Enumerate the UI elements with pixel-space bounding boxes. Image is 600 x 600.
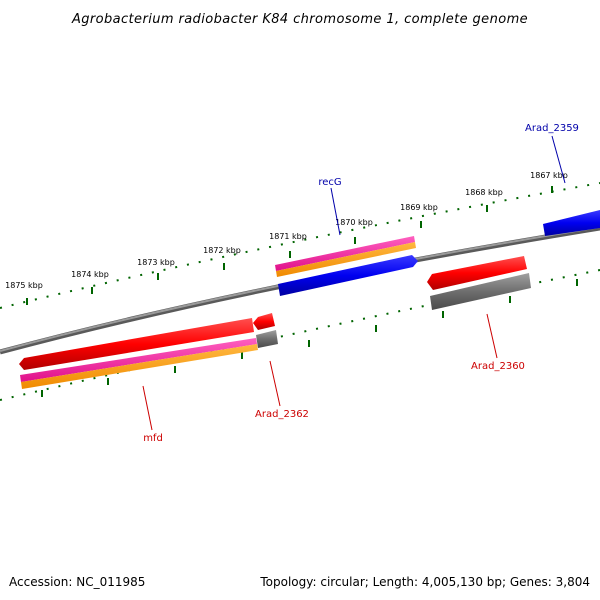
mfd-leader-line [142,385,153,431]
map-title: Agrobacterium radiobacter K84 chromosome… [71,12,528,27]
outer-scale: 1875 kbp 1874 kbp 1873 kbp 1872 kbp 1871… [0,171,600,309]
forward-features [275,210,600,296]
arad-2362-leader-line [269,360,281,407]
arad-2359-label[interactable]: Arad_2359 [525,123,579,134]
scale-label-1867: 1867 kbp [530,171,568,180]
backbone-highlight [0,226,600,352]
scale-label-1872: 1872 kbp [203,246,241,255]
recG-leader-line [330,187,341,236]
inner-scale-arc [0,269,600,401]
reverse-features [19,256,531,389]
arad-2360-cds-feature[interactable] [427,256,527,290]
inner-scale [0,269,600,401]
inner-major-ticks [41,279,578,397]
gene-labels: recG Arad_2359 Arad_2360 Arad_2362 mfd [142,123,579,444]
mfd-label[interactable]: mfd [143,433,163,444]
mfd-orange-feature[interactable] [21,344,258,389]
scale-label-1871: 1871 kbp [269,232,307,241]
scale-label-1873: 1873 kbp [137,258,175,267]
recG-gene-feature[interactable] [276,242,416,277]
arad-2360-label[interactable]: Arad_2360 [471,361,525,372]
scale-label-1869: 1869 kbp [400,203,438,212]
genome-summary-text: Topology: circular; Length: 4,005,130 bp… [259,575,590,589]
accession-text: Accession: NC_011985 [9,575,145,589]
arad-2360-gene-feature[interactable] [430,273,531,310]
scale-label-1868: 1868 kbp [465,188,503,197]
recG-blue-feature[interactable] [278,255,418,296]
scale-label-1870: 1870 kbp [335,218,373,227]
scale-label-1875: 1875 kbp [5,281,43,290]
arad-2359-leader-line [551,135,566,184]
mfd-cds-feature[interactable] [19,318,254,370]
mfd-pink-feature[interactable] [20,338,257,382]
arad-2360-leader-line [486,313,498,359]
recG-label[interactable]: recG [318,177,341,188]
recG-cds-feature[interactable] [275,236,415,271]
arad-2362-label[interactable]: Arad_2362 [255,409,309,420]
arad-2362-cds-feature[interactable] [253,313,275,330]
outer-major-ticks [26,186,553,305]
scale-label-1874: 1874 kbp [71,270,109,279]
arad-2362-gene-feature[interactable] [256,330,278,348]
arad-2359-feature[interactable] [543,210,600,236]
